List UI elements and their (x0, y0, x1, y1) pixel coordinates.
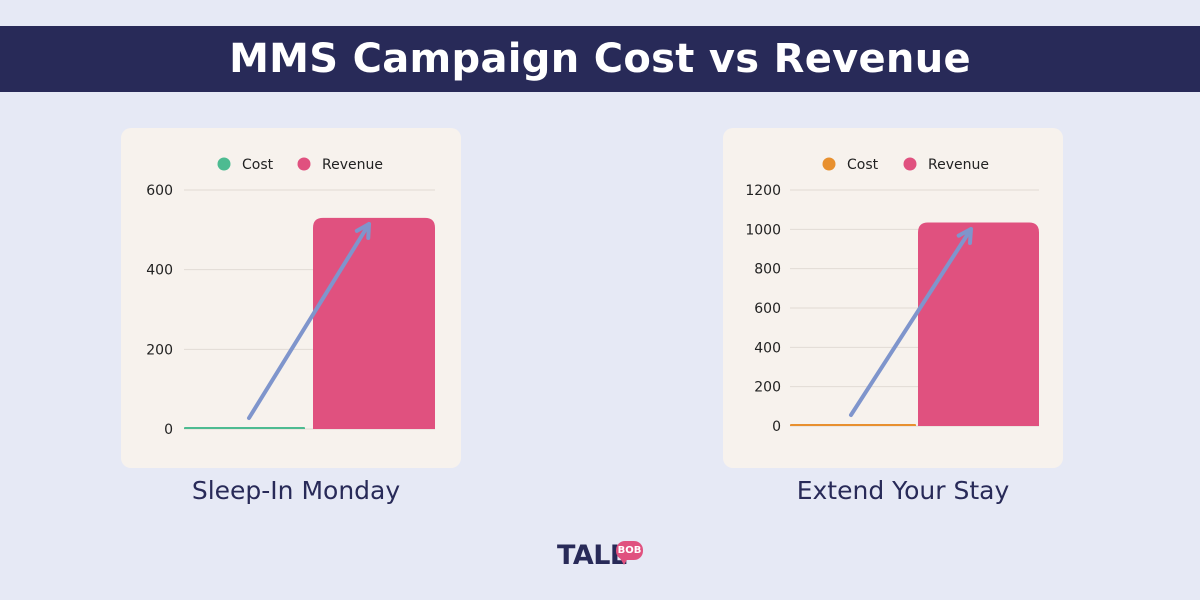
logo-speech-bubble: BOB (616, 541, 643, 560)
bar-revenue (313, 217, 435, 429)
legend-label: Cost (242, 157, 274, 173)
legend-marker (822, 157, 836, 171)
y-tick-label: 1200 (745, 183, 781, 199)
y-tick-label: 600 (146, 183, 173, 199)
y-tick-label: 0 (772, 419, 781, 435)
y-tick-label: 1000 (745, 222, 781, 238)
page-title: MMS Campaign Cost vs Revenue (0, 26, 1200, 92)
chart-card-1: 0 200 400 600 Cost Revenue (121, 128, 461, 468)
chart-card-2: 0 200 400 600 800 1000 1200 Cost Revenue (723, 128, 1063, 468)
trend-arrow-icon (956, 227, 973, 245)
y-tick-label: 400 (146, 263, 173, 279)
logo-wordmark: TALL (557, 540, 627, 571)
legend-marker (903, 157, 917, 171)
trend-arrow-shaft (849, 227, 973, 417)
legend-marker (217, 157, 231, 171)
y-tick-label: 600 (754, 301, 781, 317)
y-tick-label: 200 (754, 380, 781, 396)
logo-speech-bubble-tail (620, 558, 628, 565)
legend-label: Revenue (928, 157, 989, 173)
y-tick-label: 0 (164, 422, 173, 438)
bar-cost (790, 424, 916, 426)
bar-cost (184, 427, 305, 429)
chart-2-title: Extend Your Stay (796, 476, 1010, 505)
chart-2-svg: 0 200 400 600 800 1000 1200 Cost Revenue (745, 157, 1039, 435)
legend-label: Revenue (322, 157, 383, 173)
chart-1-title: Sleep-In Monday (191, 476, 401, 505)
bar-revenue (918, 222, 1039, 426)
legend-label: Cost (847, 157, 879, 173)
tallbob-logo: TALL BOB (557, 538, 647, 574)
trend-arrow-icon (354, 222, 371, 240)
y-tick-label: 800 (754, 262, 781, 278)
y-tick-label: 400 (754, 340, 781, 356)
y-tick-label: 200 (146, 342, 173, 358)
chart-1-svg: 0 200 400 600 Cost Revenue (146, 157, 435, 438)
trend-arrow-shaft (247, 222, 371, 420)
legend-marker (297, 157, 311, 171)
